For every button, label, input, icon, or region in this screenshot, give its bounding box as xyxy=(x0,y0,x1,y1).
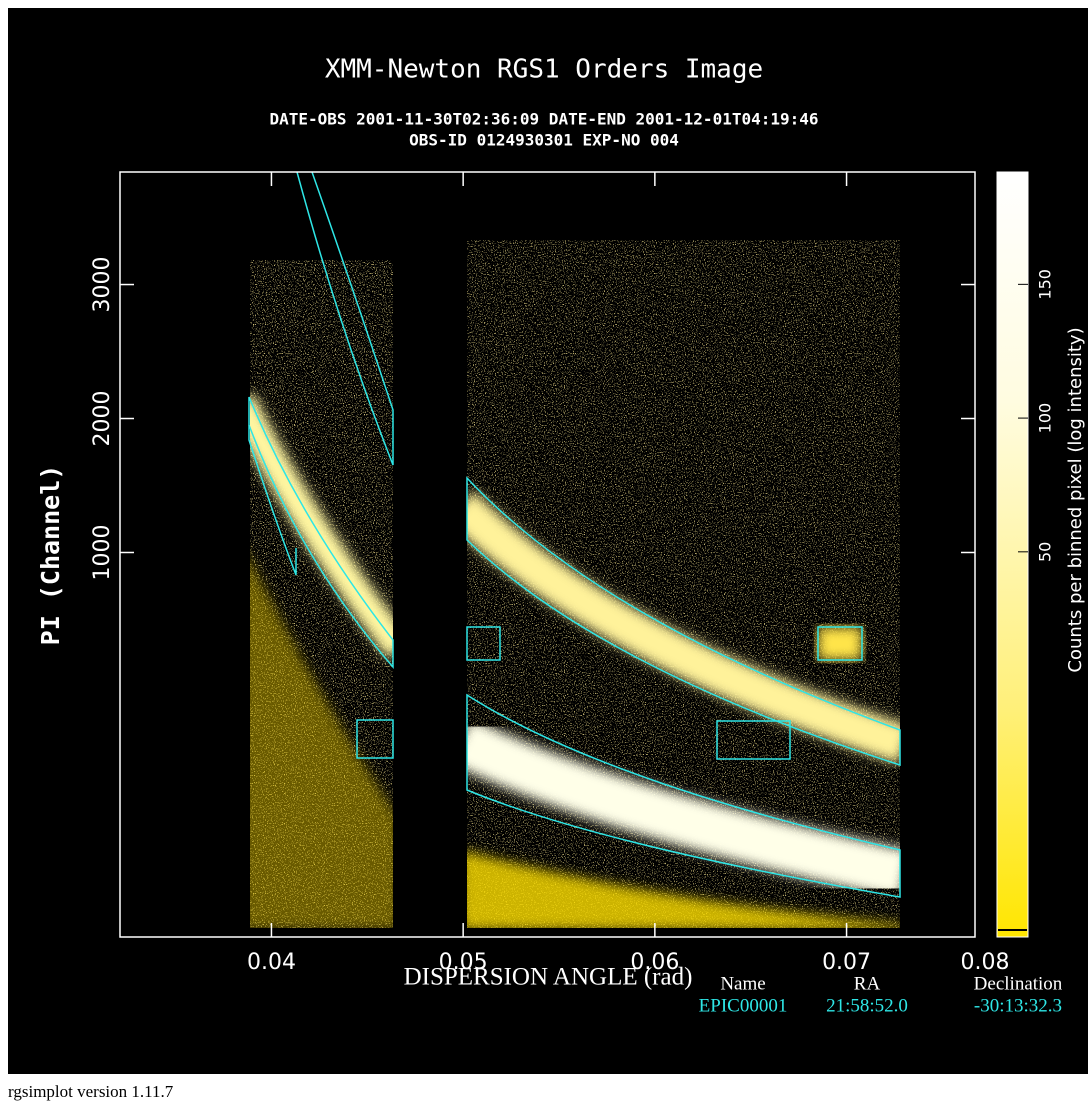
table-header: Name xyxy=(720,973,765,994)
subtitle: DATE-OBS 2001-11-30T02:36:09 DATE-END 20… xyxy=(269,110,818,129)
table-cell: EPIC00001 xyxy=(699,995,788,1016)
x-axis-label: DISPERSION ANGLE (rad) xyxy=(404,964,693,991)
y-tick-label: 1000 xyxy=(90,524,115,580)
table-cell: 21:58:52.0 xyxy=(826,995,908,1016)
colorbar xyxy=(996,171,1029,938)
image xyxy=(248,171,901,928)
table-cell: -30:13:32.3 xyxy=(974,995,1062,1016)
table-header: Declination xyxy=(974,973,1063,994)
y-axis-label: PI (Channel) xyxy=(36,465,65,646)
x-tick-label: 0.08 xyxy=(961,950,1010,975)
table-header: RA xyxy=(854,973,881,994)
colorbar-tick-label: 100 xyxy=(1036,403,1055,434)
chart-title: XMM-Newton RGS1 Orders Image xyxy=(325,55,763,85)
colorbar-label: Counts per binned pixel (log intensity) xyxy=(1065,327,1086,672)
x-tick-label: 0.04 xyxy=(247,950,296,975)
colorbar-tick-label: 150 xyxy=(1036,269,1055,300)
plot-frame xyxy=(119,171,976,938)
y-tick-label: 2000 xyxy=(90,391,115,447)
colorbar-tick-label: 50 xyxy=(1036,542,1055,562)
x-tick-label: 0.05 xyxy=(439,950,488,975)
x-tick-label: 0.06 xyxy=(630,950,679,975)
x-tick-label: 0.07 xyxy=(822,950,871,975)
y-tick-label: 3000 xyxy=(90,257,115,313)
subtitle: OBS-ID 0124930301 EXP-NO 004 xyxy=(409,131,679,150)
footer: rgsimplot version 1.11.7 xyxy=(8,1082,174,1101)
